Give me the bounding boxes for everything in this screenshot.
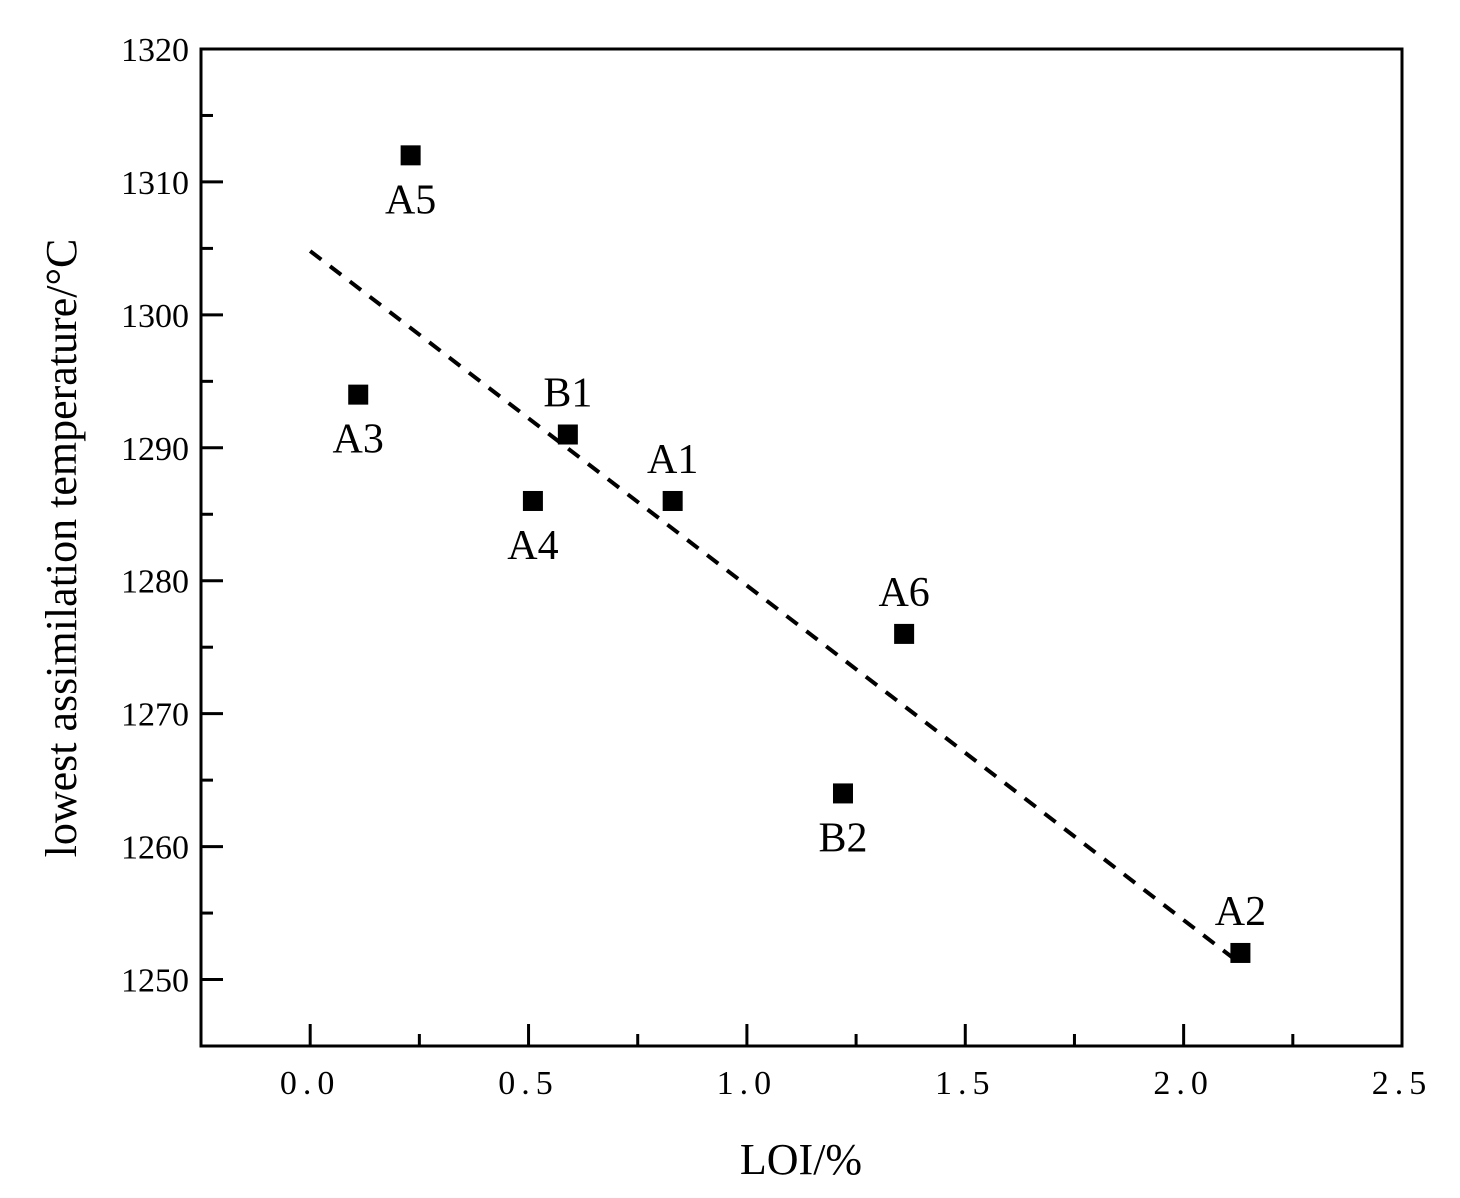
point-a3 [348, 384, 369, 405]
x-tick-label: 2.0 [1153, 1065, 1214, 1102]
trendline-group [308, 249, 1242, 966]
y-tick-label: 1250 [121, 963, 189, 1000]
x-tick-label: 1.5 [935, 1065, 996, 1102]
point-a6 [894, 623, 915, 644]
y-tick-label: 1270 [121, 697, 189, 734]
point-a2 [1230, 942, 1251, 963]
x-tick-label: 0.0 [280, 1065, 341, 1102]
point-label-a4: A4 [507, 523, 558, 569]
y-tick-label: 1280 [121, 564, 189, 601]
x-tick-label: 2.5 [1372, 1065, 1433, 1102]
y-axis: 1250 1260 1270 1280 1290 1300 1310 1320 [121, 32, 223, 1000]
x-axis: 0.0 0.5 1.0 1.5 2.0 2.5 [280, 1024, 1433, 1102]
x-axis-title: LOI/% [740, 1135, 862, 1184]
x-tick-label: 0.5 [498, 1065, 559, 1102]
y-tick-label: 1310 [121, 165, 189, 202]
point-label-a5: A5 [385, 177, 436, 223]
y-tick-label: 1260 [121, 830, 189, 867]
x-tick-label: 1.0 [717, 1065, 778, 1102]
data-points: A1 A2 A3 A4 A5 A6 B1 B2 [333, 145, 1266, 963]
point-label-a3: A3 [333, 417, 384, 463]
point-label-a6: A6 [878, 570, 929, 616]
point-label-a1: A1 [647, 437, 698, 483]
point-b1 [557, 424, 578, 445]
y-axis-title: lowest assimilation temperature/°C [37, 239, 86, 858]
y-tick-label: 1290 [121, 431, 189, 468]
point-b2 [832, 783, 853, 804]
point-a1 [662, 490, 683, 511]
point-label-a2: A2 [1215, 889, 1266, 935]
point-a5 [400, 145, 421, 166]
plot-frame [199, 47, 1404, 1048]
y-tick-label: 1320 [121, 32, 189, 69]
trendline [308, 249, 1242, 966]
point-label-b2: B2 [818, 815, 867, 861]
y-tick-label: 1300 [121, 298, 189, 335]
point-a4 [522, 490, 543, 511]
point-label-b1: B1 [543, 371, 592, 417]
